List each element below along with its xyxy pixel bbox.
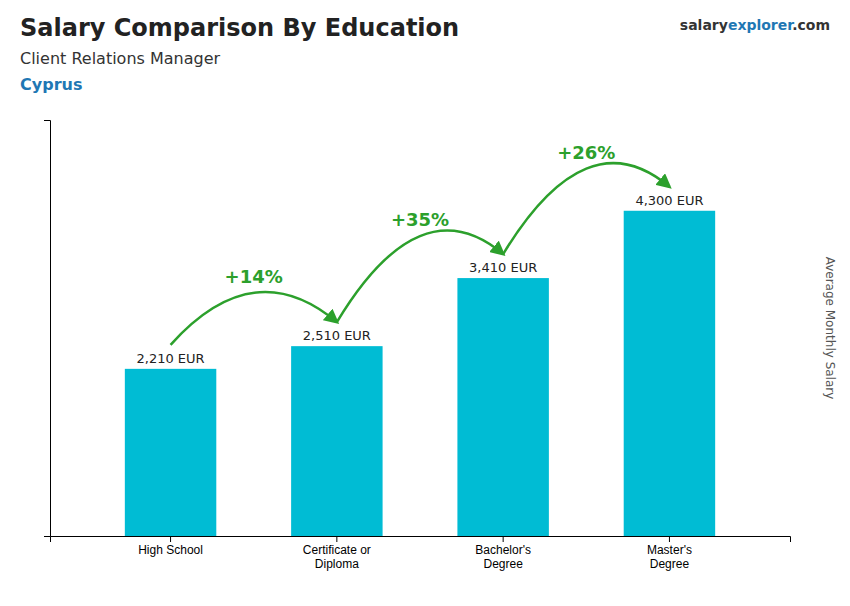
x-tick-label-line: Degree [650,557,690,571]
x-tick-label-line: Certificate or [303,543,371,557]
watermark-part: .com [792,17,830,33]
plot: High School Certificate orDiploma Bachelor… [44,121,791,571]
x-tick: Certificate orDiploma [303,536,371,571]
x-tick: Bachelor'sDegree [475,536,531,571]
watermark-part: salary [680,17,728,33]
change-arrow [171,292,337,345]
x-tick-label-line: Diploma [315,557,359,571]
x-tick-label-line: High School [138,543,203,557]
x-tick-label-line: Master's [647,543,692,557]
x-tick-label-line: Degree [483,557,523,571]
y-axis-domain [44,121,51,537]
data-label: 4,300 EUR [635,193,703,208]
change-label: +35% [391,209,449,230]
watermark-part: explorer [728,17,794,33]
bar [624,211,715,536]
chart: Salary Comparison By Education Client Rel… [0,0,850,606]
x-tick-mark [336,536,337,542]
title: Salary Comparison By Education [20,14,459,42]
x-tick-label-line: Bachelor's [475,543,531,557]
x-axis: High School Certificate orDiploma Bachelor… [51,536,791,571]
x-tick-mark [669,536,670,542]
x-tick: Master'sDegree [647,536,692,571]
y-axis-title: Average Monthly Salary [823,257,837,400]
bar [291,346,382,536]
x-axis-domain [51,537,791,543]
change-arrow [337,231,503,323]
x-tick-label: High School [138,543,203,557]
x-tick-mark [170,536,171,542]
data-label: 2,210 EUR [136,351,204,366]
change-arrow [503,163,669,254]
bar [125,369,216,536]
x-tick-mark [503,536,504,542]
change-label: +26% [557,142,615,163]
x-tick: High School [138,536,203,557]
change-label: +14% [225,266,283,287]
x-tick-label: Certificate orDiploma [303,543,371,571]
x-tick-label: Master'sDegree [647,543,692,571]
y-axis [44,121,51,537]
bar [457,278,548,536]
data-labels: 2,210 EUR 2,510 EUR 3,410 EUR 4,300 EUR [136,193,703,366]
subtitle: Client Relations Manager [20,49,221,68]
data-label: 3,410 EUR [469,260,537,275]
country: Cyprus [20,75,82,94]
bars [125,211,715,536]
x-tick-label: Bachelor'sDegree [475,543,531,571]
data-label: 2,510 EUR [303,328,371,343]
watermark: salaryexplorer.com [680,17,830,33]
change-arrows: +14% +35% +26% [171,142,670,345]
